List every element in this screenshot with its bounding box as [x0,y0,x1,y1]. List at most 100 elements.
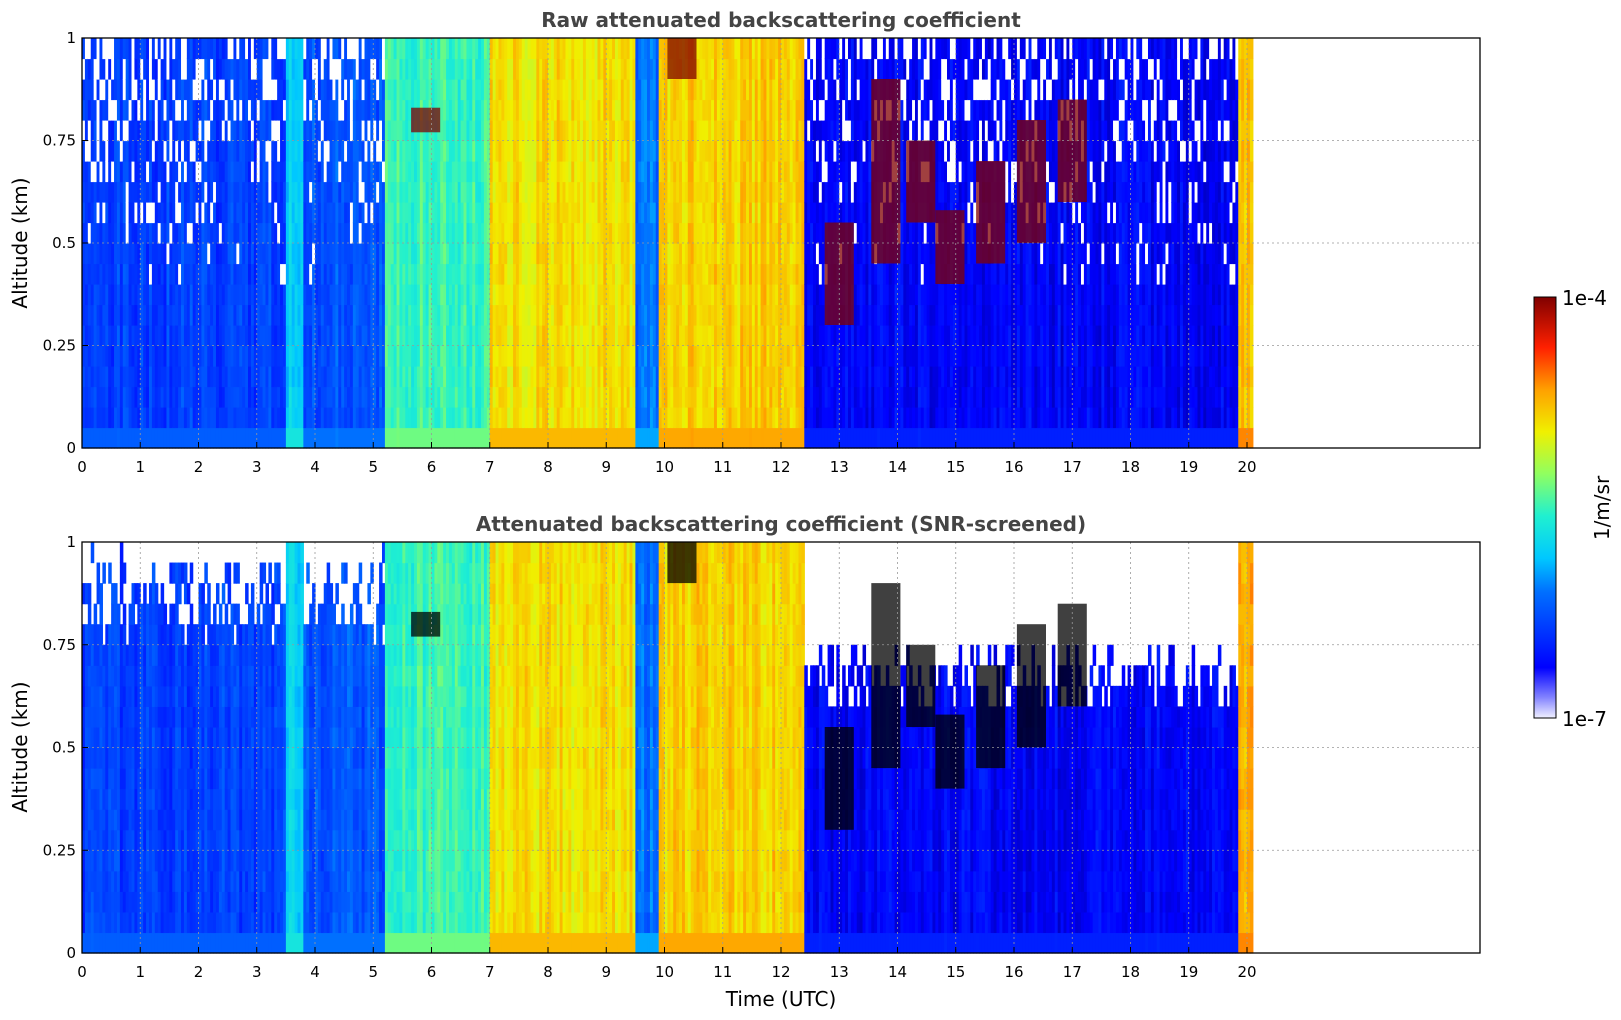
heatmap-cell [294,222,299,244]
heatmap-cell [367,284,371,306]
heatmap-cell [201,386,205,408]
heatmap-cell [134,120,138,142]
heatmap-cell [399,99,403,121]
heatmap-cell [84,79,89,101]
heatmap-cell [213,366,217,388]
heatmap-cell [507,284,511,306]
heatmap-cell [297,386,302,408]
heatmap-cell [256,263,261,285]
heatmap-cell [172,263,176,285]
heatmap-cell [358,181,363,203]
heatmap-cell [591,58,596,80]
heatmap-cell [486,386,491,408]
heatmap-cell [684,366,689,388]
heatmap-cell [160,325,165,347]
heatmap-cell [93,140,98,162]
heatmap-cell [664,38,669,60]
heatmap-cell [626,38,631,60]
heatmap-cell [332,386,336,408]
heatmap-cell [96,325,101,347]
heatmap-cell [326,38,331,60]
heatmap-cell [280,79,284,101]
heatmap-cell [588,243,593,265]
heatmap-cell [236,263,240,285]
heatmap-cell [603,407,607,429]
heatmap-cell [772,202,776,224]
heatmap-cell [163,345,168,367]
heatmap-cell [577,386,581,408]
heatmap-cell [641,99,645,121]
heatmap-cell [536,161,540,183]
heatmap-cell [664,222,669,244]
heatmap-cell [728,79,733,101]
heatmap-cell [585,366,590,388]
heatmap-cell [469,38,473,60]
heatmap-cell [277,243,281,265]
heatmap-cell [262,222,267,244]
heatmap-cell [323,161,328,183]
heatmap-cell [504,386,508,408]
heatmap-cell [157,99,162,121]
heatmap-cell [478,79,482,101]
heatmap-cell [556,79,561,101]
heatmap-cell [740,79,744,101]
heatmap-cell [361,38,366,60]
heatmap-cell [751,427,756,449]
heatmap-cell [716,120,721,142]
heatmap-cell [498,222,502,244]
heatmap-cell [207,243,211,265]
heatmap-cell [146,79,150,101]
heatmap-cell [195,427,200,449]
heatmap-cell [792,325,797,347]
heatmap-cell [172,99,176,121]
heatmap-cell [178,161,182,183]
heatmap-cell [303,161,307,183]
heatmap-cell [306,181,310,203]
heatmap-cell [533,181,537,203]
heatmap-cell [268,79,272,101]
heatmap-cell [746,38,750,60]
heatmap-cell [667,284,671,306]
heatmap-cell [396,366,401,388]
heatmap-cell [539,99,543,121]
heatmap-cell [498,181,502,203]
heatmap-cell [361,284,366,306]
heatmap-cell [285,79,290,101]
heatmap-cell [239,222,243,244]
heatmap-cell [317,284,322,306]
heatmap-cell [702,120,706,142]
heatmap-cell [696,325,701,347]
heatmap-cell [265,202,269,224]
heatmap-cell [644,38,648,60]
heatmap-cell [102,99,106,121]
heatmap-cell [425,366,430,388]
heatmap-cell [96,263,101,285]
heatmap-cell [411,202,415,224]
heatmap-cell [652,222,657,244]
heatmap-cell [597,243,602,265]
heatmap-cell [620,58,625,80]
heatmap-cell [571,325,575,347]
heatmap-cell [245,222,249,244]
heatmap-cell [387,304,392,326]
heatmap-cell [492,427,497,449]
heatmap-cell [198,263,203,285]
heatmap-cell [548,79,552,101]
heatmap-cell [629,427,634,449]
heatmap-cell [580,304,584,326]
heatmap-cell [335,407,339,429]
heatmap-cell [658,140,663,162]
heatmap-cell [183,325,188,347]
heatmap-cell [122,304,127,326]
heatmap-cell [548,99,552,121]
heatmap-cell [419,386,424,408]
heatmap-cell [306,284,310,306]
heatmap-cell [719,243,724,265]
heatmap-cell [411,427,415,449]
heatmap-cell [754,161,759,183]
heatmap-cell [591,38,596,60]
heatmap-cell [166,284,170,306]
heatmap-cell [475,427,479,449]
heatmap-cell [580,263,584,285]
heatmap-cell [553,325,558,347]
